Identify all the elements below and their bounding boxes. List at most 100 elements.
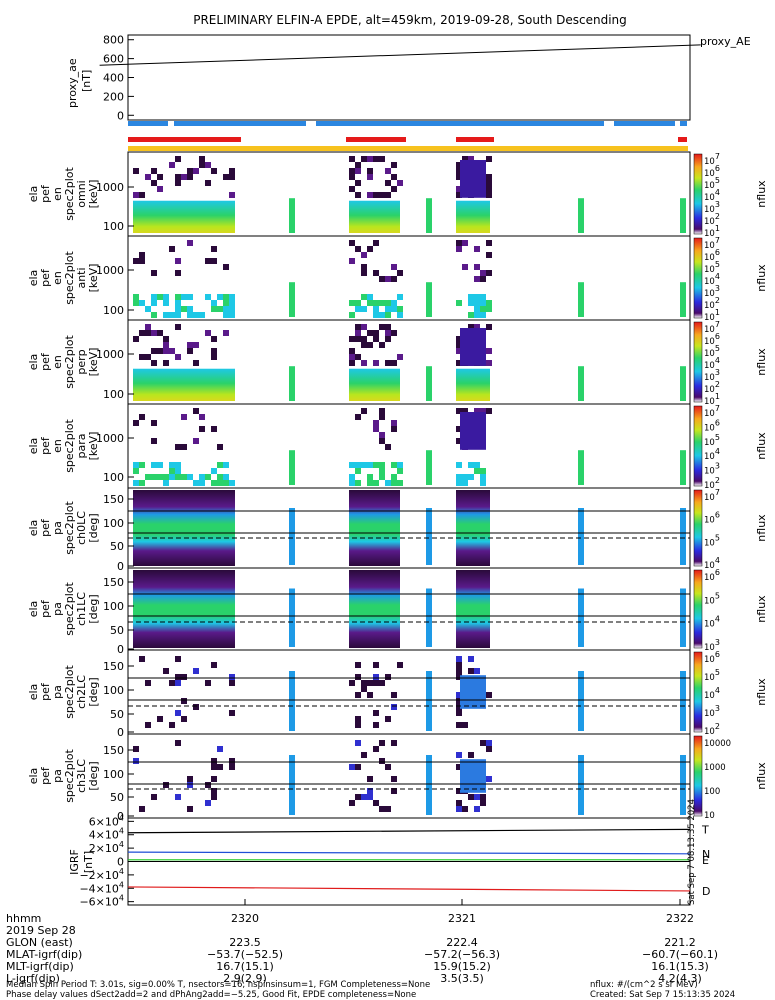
flux-cell [181,444,187,450]
igrf-ytick-label: 6×104 [89,813,124,828]
spectrum-cell [229,480,235,486]
flux-cell [373,240,379,246]
flux-cell [480,276,486,282]
colorbar-tick-label: 103 [704,704,720,719]
pa-cell [373,800,379,806]
ylabel-line: en [51,439,64,453]
thin-strip [426,366,432,401]
spectrum-cell [157,474,163,480]
ylabel-line: ela [27,354,40,371]
figure-title: PRELIMINARY ELFIN-A EPDE, alt=459km, 201… [193,13,627,27]
colorbar-tick-label: 106 [704,511,720,526]
flux-cell [355,162,361,168]
flux-cell [355,354,361,360]
spectrum-cell [367,300,373,306]
ytick-label: 100 [103,684,124,697]
spectrum-cell [163,294,169,300]
spectrum-cell [486,300,492,306]
spectrum-cell [373,300,379,306]
blue-segment [174,121,306,126]
flux-cell [193,408,199,414]
ylabel-line: [keV] [87,432,100,461]
ylabel-line: pef [39,184,52,203]
flux-cell [175,270,181,276]
ae-ytick-label: 600 [103,53,124,66]
ylabel-line: [keV] [87,180,100,209]
xtick-label: 2320 [231,912,259,925]
pa-cell [169,680,175,686]
spectrum-cell [468,312,474,318]
ylabel-line: para [75,434,88,459]
ae-ytick-label: 800 [103,34,124,47]
spectrum-cell [151,462,157,468]
blue-segment [614,121,675,126]
colorbar-tick-label: 104 [704,686,720,701]
flux-cell [145,354,151,360]
pa-cell [211,662,217,668]
spectrum-cell [480,480,486,486]
spectrum-cell [349,474,355,480]
spectrum-cell [361,462,367,468]
flux-cell [181,174,187,180]
spectrum-cell [480,306,486,312]
flux-cell [391,162,397,168]
footer-line1: Median Spin Period T: 3.01s, sig=0.00% T… [6,980,430,990]
flux-cell [462,156,468,162]
spectrum-band [133,200,235,233]
spectrum-cell [211,480,217,486]
flux-cell [385,180,391,186]
ae-ytick-label: 200 [103,90,124,103]
spectrum-cell [151,312,157,318]
ylabel-line: pef [39,352,52,371]
pa-cell [211,788,217,794]
spectrum-cell [211,468,217,474]
flux-cell [157,186,163,192]
ae-series-line [99,44,701,66]
pa-cell [456,662,462,668]
flux-cell [367,192,373,198]
flux-cell [486,192,492,198]
ylabel-line: spec2plot [63,335,76,389]
flux-cell [379,432,385,438]
ylabel-line: spec2plot [63,167,76,221]
colorbar-tick-label: 10 [704,811,715,821]
pa-cell [373,680,379,686]
flux-cell [456,426,462,432]
flux-cell [229,174,235,180]
ylabel-line: ela [27,601,40,618]
ylabel-line: ela [27,270,40,287]
igrf-ytick-label: −6×104 [79,894,124,909]
spectrum-cell [480,294,486,300]
flux-cell [187,342,193,348]
spectrum-cell [379,468,385,474]
pa-cell [462,806,468,812]
spectrum-cell [169,312,175,318]
flux-cell [139,414,145,420]
blue-segment [128,121,168,126]
pa-cell [385,764,391,770]
thin-strip [426,755,432,815]
flux-cell [391,174,397,180]
pa-cell [175,674,181,680]
spectrum-cell [175,468,181,474]
pa-cell [474,806,480,812]
pa-cell [349,680,355,686]
pa-cell [367,680,373,686]
ylabel-line: ch3LC [75,759,88,793]
flux-cell [468,324,474,330]
flux-cell [391,264,397,270]
spectrum-cell [349,462,355,468]
flux-cell [133,336,139,342]
pa-cell [373,662,379,668]
thin-strip [578,282,584,317]
ylabel-line: pef [39,599,52,618]
flux-cell [151,168,157,174]
spectrum-cell [397,462,403,468]
ylabel-line: spec2plot [63,749,76,803]
spectrum-cell [391,480,397,486]
flux-cell [373,156,379,162]
spectrum-cell [133,300,139,306]
flux-cell [349,258,355,264]
spectrum-cell [181,474,187,480]
